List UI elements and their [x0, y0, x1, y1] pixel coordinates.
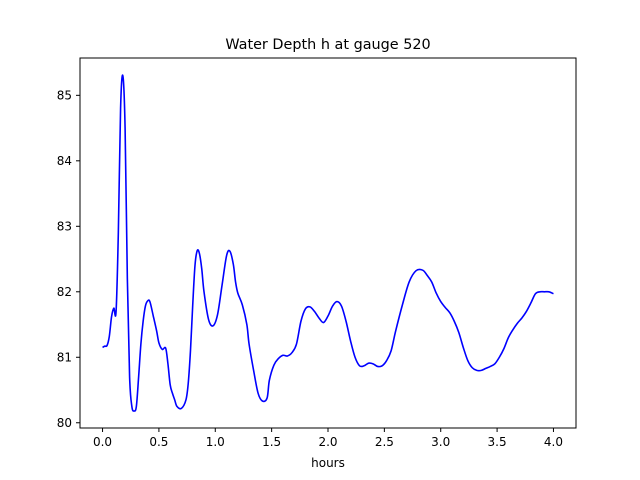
x-tick-label: 2.5	[375, 435, 394, 449]
plot-area	[80, 58, 576, 428]
x-tick-label: 3.5	[488, 435, 507, 449]
y-tick-label: 85	[57, 88, 72, 102]
y-tick-label: 81	[57, 350, 72, 364]
y-tick-label: 84	[57, 154, 72, 168]
y-tick-label: 80	[57, 416, 72, 430]
x-tick-label: 1.5	[262, 435, 281, 449]
x-tick-label: 2.0	[318, 435, 337, 449]
y-axis-ticks: 80 81 82 83 84 85	[57, 88, 80, 430]
x-tick-label: 0.5	[149, 435, 168, 449]
x-tick-label: 4.0	[544, 435, 563, 449]
series-layer	[102, 74, 554, 412]
series-line	[102, 74, 554, 412]
chart-title: Water Depth h at gauge 520	[225, 37, 430, 53]
x-axis-label: hours	[311, 456, 345, 470]
x-tick-label: 0.0	[93, 435, 112, 449]
x-tick-label: 1.0	[206, 435, 225, 449]
y-tick-label: 83	[57, 219, 72, 233]
x-tick-label: 3.0	[431, 435, 450, 449]
x-axis-ticks: 0.0 0.5 1.0 1.5 2.0 2.5 3.0 3.5 4.0	[93, 428, 563, 449]
plot-frame	[79, 57, 577, 429]
y-tick-label: 82	[57, 285, 72, 299]
